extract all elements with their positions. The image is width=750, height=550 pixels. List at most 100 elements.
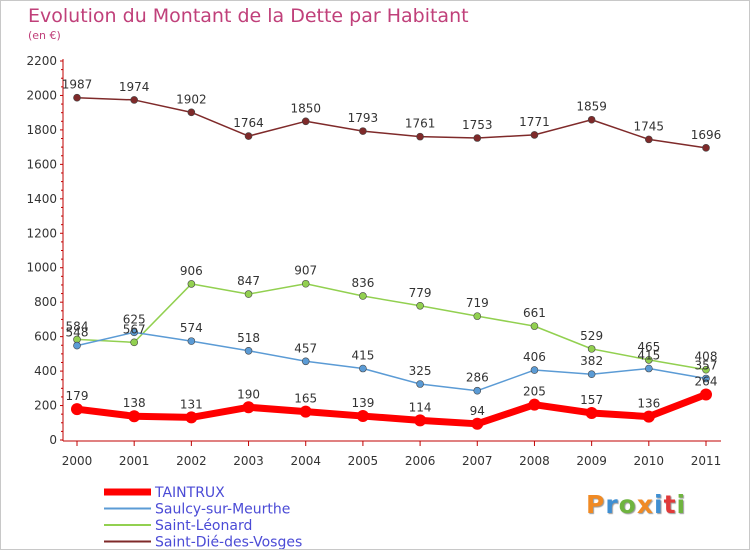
x-tick-label: 2000 <box>62 454 93 468</box>
data-label: 1764 <box>233 116 264 130</box>
y-tick-label: 0 <box>49 433 57 447</box>
data-label: 548 <box>66 326 89 340</box>
y-tick-label: 400 <box>34 364 57 378</box>
data-label: 907 <box>294 264 317 278</box>
data-label: 131 <box>180 397 203 411</box>
data-label: 179 <box>66 389 89 403</box>
data-point <box>128 410 141 423</box>
data-point <box>130 96 138 104</box>
data-point <box>299 405 312 418</box>
data-label: 836 <box>351 276 374 290</box>
data-label: 139 <box>351 396 374 410</box>
x-tick-label: 2006 <box>405 454 436 468</box>
data-point <box>528 398 541 411</box>
data-label: 1974 <box>119 80 150 94</box>
data-label: 136 <box>637 397 660 411</box>
data-label: 847 <box>237 274 260 288</box>
data-label: 415 <box>637 349 660 363</box>
data-point <box>587 345 596 353</box>
data-label: 1793 <box>348 111 379 125</box>
legend-label: TAINTRUX <box>154 485 225 501</box>
data-label: 382 <box>580 354 603 368</box>
data-label: 205 <box>523 385 546 399</box>
series-line-saulcy <box>76 331 707 392</box>
data-point <box>301 279 310 288</box>
series-line-saint-leonard <box>76 282 707 371</box>
data-point <box>702 374 710 383</box>
x-tick-label: 2011 <box>691 454 722 468</box>
y-tick-label: 2200 <box>26 54 57 68</box>
data-point <box>414 414 427 427</box>
data-point <box>416 380 424 388</box>
data-label: 325 <box>409 364 432 378</box>
data-label: 465 <box>637 340 660 354</box>
data-point <box>530 366 539 374</box>
data-point <box>301 117 310 126</box>
data-point <box>359 292 367 300</box>
data-point <box>645 135 653 144</box>
y-tick-label: 2000 <box>26 88 57 102</box>
data-label: 1902 <box>176 92 207 106</box>
data-point <box>187 280 196 288</box>
data-point <box>242 401 255 414</box>
x-tick-label: 2004 <box>290 454 321 468</box>
y-tick-label: 800 <box>34 295 57 309</box>
data-point <box>587 370 596 378</box>
data-label: 567 <box>123 322 146 336</box>
x-tick-label: 2002 <box>176 454 207 468</box>
data-point <box>130 328 138 337</box>
legend-label: Saulcy-sur-Meurthe <box>155 502 290 518</box>
data-point <box>301 357 310 366</box>
data-label: 165 <box>294 392 317 406</box>
data-point <box>244 290 253 298</box>
data-point <box>244 346 253 355</box>
data-point <box>645 356 653 364</box>
data-label: 584 <box>66 319 89 333</box>
data-label: 779 <box>409 286 432 300</box>
data-label: 94 <box>470 404 485 418</box>
data-point <box>185 411 198 424</box>
chart-title: Evolution du Montant de la Dette par Hab… <box>28 5 469 27</box>
data-label: 906 <box>180 264 203 278</box>
data-label: 264 <box>695 375 718 389</box>
data-point <box>700 388 712 401</box>
data-label: 157 <box>580 393 603 407</box>
legend-label: Saint-Léonard <box>155 518 252 534</box>
x-tick-label: 2009 <box>576 454 607 468</box>
data-label: 1859 <box>576 100 607 114</box>
data-label: 625 <box>123 312 146 326</box>
data-point <box>416 132 424 141</box>
data-label: 1696 <box>691 128 722 142</box>
y-tick-label: 1200 <box>26 226 57 240</box>
data-point <box>642 410 655 423</box>
data-label: 1753 <box>462 118 493 132</box>
data-point <box>416 301 424 310</box>
data-label: 518 <box>237 331 260 345</box>
y-tick-label: 1600 <box>26 157 57 171</box>
data-label: 1761 <box>405 117 436 131</box>
x-tick-label: 2001 <box>119 454 150 468</box>
x-tick-label: 2010 <box>634 454 665 468</box>
data-point <box>471 417 484 430</box>
data-point <box>473 312 482 320</box>
data-point <box>702 365 710 374</box>
data-point <box>702 144 710 152</box>
data-point <box>530 131 539 139</box>
data-point <box>473 386 482 395</box>
x-tick-label: 2003 <box>233 454 264 468</box>
data-point <box>244 132 253 140</box>
data-label: 138 <box>123 396 146 410</box>
legend-label: Saint-Dié-des-Vosges <box>155 535 302 550</box>
data-label: 1850 <box>290 101 321 115</box>
chart-subtitle: (en €) <box>28 29 61 42</box>
data-label: 415 <box>351 349 374 363</box>
series-line-saint-die <box>76 96 707 149</box>
data-point <box>187 108 196 117</box>
y-tick-label: 600 <box>34 330 57 344</box>
series-line-taintrux <box>76 391 708 428</box>
data-label: 574 <box>180 321 203 335</box>
data-point <box>359 364 367 373</box>
data-label: 1745 <box>634 119 665 133</box>
data-label: 406 <box>523 350 546 364</box>
